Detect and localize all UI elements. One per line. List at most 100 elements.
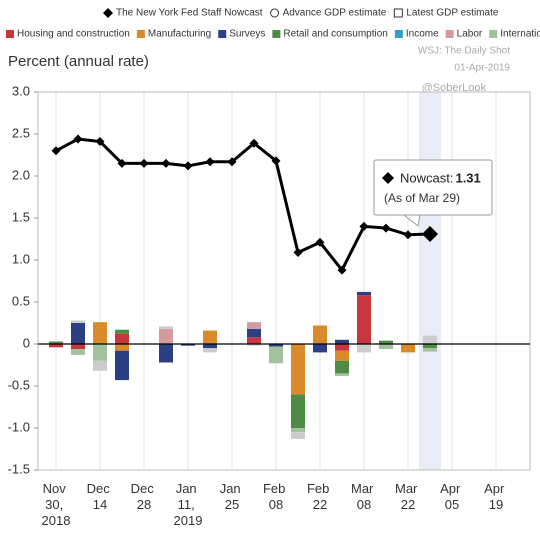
bar-segment — [357, 295, 371, 344]
bar-segment — [335, 339, 349, 344]
y-tick-label: -1.0 — [8, 419, 30, 434]
bar-segment — [49, 344, 63, 348]
x-tick-label: Apr 05 — [440, 481, 464, 512]
legend-swatch — [394, 30, 403, 38]
bar-segment — [181, 344, 195, 346]
nowcast-marker — [227, 157, 237, 167]
bar-segment — [269, 346, 283, 364]
bar-segment — [335, 360, 349, 374]
bar-segment — [71, 323, 85, 344]
tooltip-note: (As of Mar 29) — [384, 191, 460, 205]
nowcast-marker — [271, 156, 281, 166]
legend-swatch — [136, 30, 145, 38]
y-tick-label: 3.0 — [12, 83, 30, 98]
tooltip-pointer — [402, 214, 421, 227]
bar-segment — [93, 360, 107, 371]
y-tick-label: 1.0 — [12, 251, 30, 266]
bar-segment — [291, 432, 305, 439]
x-tick-label: Feb 22 — [307, 481, 333, 512]
bar-segment — [357, 344, 371, 353]
legend-label: Manufacturing — [148, 29, 211, 40]
x-tick-label: Feb 08 — [263, 481, 289, 512]
legend-label: Retail and consumption — [283, 29, 388, 40]
nowcast-marker — [139, 158, 149, 168]
bar-segment — [401, 344, 415, 353]
tooltip-label: Nowcast: — [400, 170, 453, 185]
bar-segment — [357, 291, 371, 296]
x-tick-label: Dec 14 — [87, 481, 114, 512]
legend-label: International trade — [500, 29, 540, 40]
bar-segment — [423, 348, 437, 352]
bar-segment — [247, 322, 261, 329]
y-tick-label: 0 — [23, 335, 30, 350]
bar-segment — [71, 320, 85, 323]
legend-swatch — [272, 30, 281, 38]
nowcast-band — [419, 92, 441, 470]
y-tick-label: 1.5 — [12, 209, 30, 224]
bar-segment — [115, 344, 129, 351]
x-tick-label: Nov 30, 2018 — [42, 481, 71, 528]
nowcast-marker — [161, 158, 171, 168]
bar-segment — [423, 335, 437, 344]
nowcast-marker — [403, 230, 413, 240]
bar-segment — [159, 328, 173, 344]
legend-swatch — [218, 30, 227, 38]
x-tick-label: Jan 25 — [220, 481, 245, 512]
nowcast-marker — [249, 138, 259, 148]
bar-segment — [203, 330, 217, 344]
bar-segment — [313, 325, 327, 344]
bar-segment — [71, 344, 85, 350]
y-tick-label: 2.5 — [12, 125, 30, 140]
bar-segment — [115, 333, 129, 344]
bar-segment — [115, 350, 129, 381]
bar-segment — [71, 349, 85, 355]
bar-segment — [93, 344, 107, 361]
y-tick-label: 2.0 — [12, 167, 30, 182]
bar-segment — [335, 350, 349, 361]
bar-segment — [291, 394, 305, 428]
y-tick-label: 0.5 — [12, 293, 30, 308]
nowcast-marker — [205, 157, 215, 167]
bar-segment — [159, 344, 173, 363]
y-tick-label: -1.5 — [8, 461, 30, 476]
x-tick-label: Mar 22 — [395, 481, 421, 512]
bar-segment — [203, 344, 217, 349]
legend-icon — [270, 8, 280, 18]
bar-segment — [93, 322, 107, 344]
source-handle: @SoberLook — [422, 82, 487, 94]
x-tick-label: Jan 11, 2019 — [174, 481, 203, 528]
y-axis-title: Percent (annual rate) — [8, 53, 149, 70]
source: WSJ: The Daily Shot — [418, 46, 510, 57]
bar-segment — [115, 329, 129, 334]
plot-frame — [37, 91, 531, 471]
nowcast-marker — [337, 265, 347, 275]
legend-label: Advance GDP estimate — [283, 8, 387, 19]
bar-segment — [247, 328, 261, 338]
bar-segment — [313, 344, 327, 353]
y-tick-label: -0.5 — [8, 377, 30, 392]
nowcast-marker — [359, 221, 369, 231]
bar-segment — [49, 341, 63, 344]
bar-segment — [159, 326, 173, 329]
tooltip-box — [373, 159, 493, 216]
bar-segment — [247, 337, 261, 344]
x-tick-label: Mar 08 — [351, 481, 377, 512]
source-date: 01-Apr-2019 — [454, 63, 510, 74]
bar-segment — [379, 344, 393, 350]
legend: The New York Fed Staff Nowcast Advance GD… — [6, 8, 540, 40]
bar-segment — [291, 344, 305, 395]
nowcast-marker — [117, 158, 127, 168]
legend-label: Housing and construction — [17, 29, 130, 40]
bar-segment — [379, 340, 393, 344]
tooltip-value: 1.31 — [455, 170, 480, 185]
legend-label: The New York Fed Staff Nowcast — [116, 8, 263, 19]
bar-segment — [335, 373, 349, 376]
bar-segment — [423, 344, 437, 349]
nowcast-marker — [381, 223, 391, 233]
nowcast-marker — [51, 146, 61, 156]
bar-segment — [203, 348, 217, 353]
bar-segment — [335, 344, 349, 351]
legend-icon — [393, 8, 403, 18]
bar-segment — [269, 344, 283, 347]
